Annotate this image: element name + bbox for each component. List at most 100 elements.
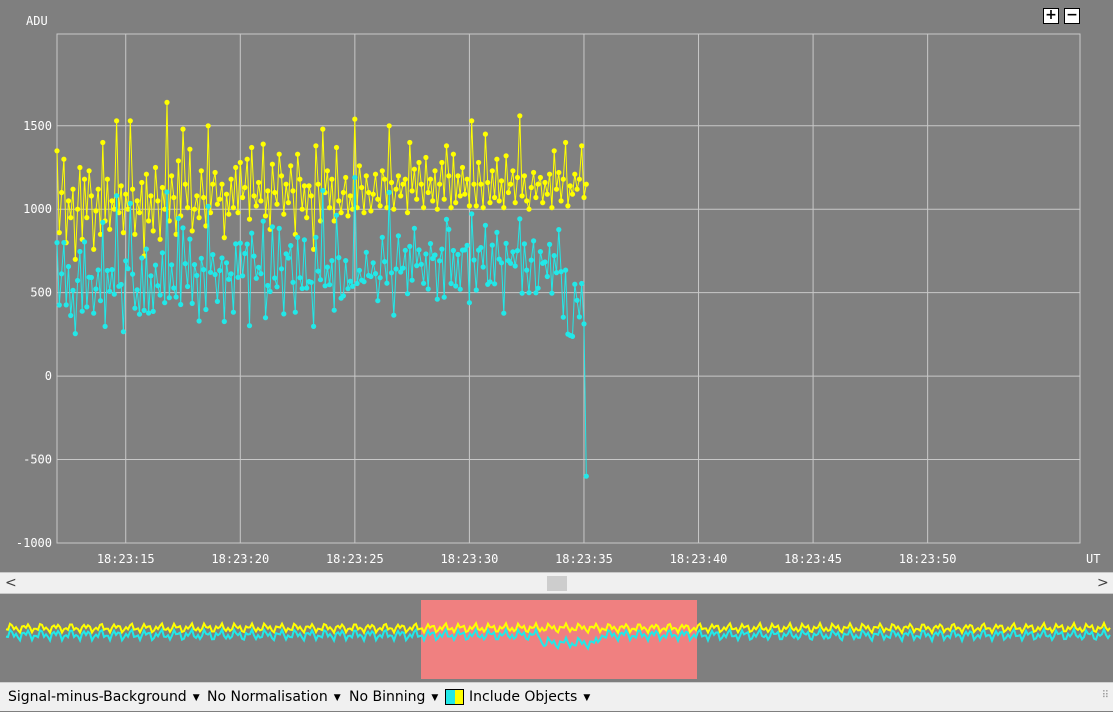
yellow-series-point bbox=[572, 171, 578, 177]
yellow-series-point bbox=[221, 235, 227, 241]
cyan-series-point bbox=[242, 250, 248, 257]
cyan-series-point bbox=[290, 279, 296, 285]
zoom-out-button[interactable]: − bbox=[1064, 8, 1080, 24]
cyan-series-point bbox=[551, 253, 557, 259]
overview-selection[interactable] bbox=[421, 600, 697, 679]
light-curve-chart: 1500 1000 500 0 -500 -1000 18:23:15 18:23:20 18:… bbox=[15, 14, 1101, 566]
yellow-series-point bbox=[480, 205, 486, 211]
cyan-series-point bbox=[152, 262, 159, 268]
yellow-series-point bbox=[54, 148, 60, 154]
overview-strip[interactable] bbox=[0, 595, 1113, 682]
cyan-series-point bbox=[205, 203, 211, 209]
yellow-series-point bbox=[526, 206, 532, 212]
cyan-series-point bbox=[189, 300, 195, 306]
yellow-series-point bbox=[372, 171, 379, 177]
yellow-series-point bbox=[207, 210, 214, 216]
cyan-series-point bbox=[228, 271, 234, 277]
binning-dropdown[interactable]: No Binning ▼ bbox=[349, 683, 438, 712]
cyan-series-point bbox=[375, 298, 381, 304]
yellow-series-point bbox=[450, 151, 456, 157]
cyan-series-point bbox=[462, 247, 468, 253]
yellow-series-point bbox=[528, 184, 534, 191]
yellow-series-point bbox=[164, 99, 170, 105]
yellow-series-point bbox=[404, 210, 411, 216]
cyan-series-point bbox=[281, 311, 287, 317]
yellow-series-point bbox=[423, 154, 429, 161]
yellow-series-point bbox=[496, 198, 502, 204]
cyan-series-point bbox=[453, 283, 459, 289]
x-tick-label: 18:23:25 bbox=[326, 552, 384, 566]
yellow-series-point bbox=[100, 139, 106, 146]
cyan-series-point bbox=[466, 300, 472, 306]
yellow-series-point bbox=[65, 198, 72, 204]
x-tick-label: 18:23:45 bbox=[784, 552, 842, 566]
cyan-series-point bbox=[125, 266, 131, 272]
resize-grip-icon[interactable]: ⠿ bbox=[1101, 690, 1109, 701]
yellow-series-point bbox=[508, 181, 514, 187]
yellow-series-point bbox=[281, 211, 287, 217]
cyan-series-point bbox=[437, 258, 443, 264]
cyan-series-point bbox=[407, 243, 413, 249]
yellow-series-point bbox=[68, 215, 74, 221]
cyan-series-point bbox=[203, 306, 209, 313]
yellow-series-point bbox=[233, 164, 239, 171]
cyan-series-point bbox=[173, 294, 179, 300]
yellow-series-point bbox=[304, 215, 310, 221]
cyan-series-point bbox=[432, 252, 438, 258]
cyan-series-point bbox=[278, 266, 285, 272]
cyan-series-point bbox=[404, 291, 411, 297]
chevron-down-icon: ▼ bbox=[192, 693, 200, 703]
cyan-series-point bbox=[560, 314, 566, 320]
yellow-series-point bbox=[375, 196, 381, 202]
cyan-series-point bbox=[574, 297, 580, 303]
cyan-series-point bbox=[464, 242, 470, 248]
yellow-series-point bbox=[471, 181, 477, 187]
cyan-series-point bbox=[386, 189, 392, 195]
cyan-series-point bbox=[469, 211, 475, 217]
cyan-series-point bbox=[547, 241, 553, 247]
cyan-series-point bbox=[308, 279, 314, 285]
normalisation-dropdown[interactable]: No Normalisation ▼ bbox=[207, 683, 341, 712]
time-scrollbar[interactable]: < > bbox=[0, 572, 1113, 594]
yellow-series-point bbox=[425, 189, 431, 196]
yellow-series-point bbox=[340, 189, 346, 196]
cyan-series-point bbox=[521, 241, 528, 247]
yellow-series-point bbox=[189, 228, 195, 234]
cyan-series-point bbox=[210, 252, 216, 258]
cyan-series-point bbox=[439, 246, 445, 252]
yellow-series-point bbox=[240, 194, 246, 201]
yellow-series-point bbox=[134, 198, 140, 204]
cyan-series-point bbox=[549, 290, 555, 296]
zoom-in-button[interactable]: + bbox=[1043, 8, 1059, 24]
yellow-series-point bbox=[308, 193, 314, 199]
scroll-left-arrow[interactable]: < bbox=[5, 575, 17, 591]
scroll-thumb[interactable] bbox=[547, 576, 567, 591]
cyan-series-point bbox=[473, 287, 479, 293]
yellow-series-point bbox=[297, 176, 303, 182]
yellow-series-point bbox=[59, 189, 65, 196]
cyan-series-point bbox=[379, 234, 385, 240]
cyan-series-point bbox=[223, 260, 230, 266]
signal-mode-dropdown[interactable]: Signal-minus-Background ▼ bbox=[8, 683, 200, 712]
yellow-series-point bbox=[182, 181, 188, 187]
yellow-series-point bbox=[155, 198, 161, 204]
yellow-series-point bbox=[553, 186, 560, 192]
yellow-series-point bbox=[448, 205, 454, 211]
cyan-series-point bbox=[276, 225, 282, 231]
yellow-series-point bbox=[143, 171, 149, 177]
yellow-series-point bbox=[210, 181, 216, 187]
yellow-series-point bbox=[517, 113, 523, 119]
cyan-series-point bbox=[244, 241, 250, 247]
series-color-swatch-icon[interactable] bbox=[445, 689, 464, 705]
yellow-series-point bbox=[226, 211, 232, 217]
yellow-series-point bbox=[576, 176, 583, 182]
yellow-series-point bbox=[114, 118, 120, 124]
yellow-series-point bbox=[519, 193, 525, 199]
scroll-right-arrow[interactable]: > bbox=[1097, 575, 1109, 591]
yellow-series-point bbox=[338, 210, 344, 216]
status-bar: Signal-minus-Background ▼ No Normalisatio… bbox=[0, 682, 1113, 711]
yellow-series-point bbox=[169, 173, 175, 179]
yellow-series-point bbox=[235, 210, 241, 216]
include-objects-dropdown[interactable]: Include Objects ▼ bbox=[469, 683, 590, 712]
cyan-series-point bbox=[56, 302, 62, 308]
